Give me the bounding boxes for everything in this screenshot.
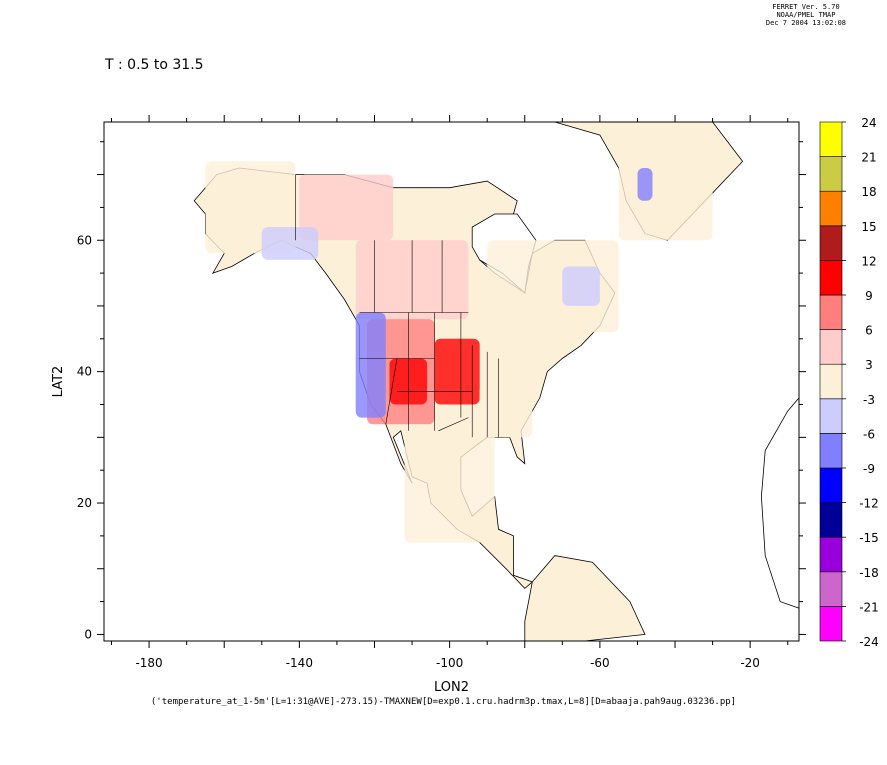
y-tick-label: 20 — [77, 496, 92, 510]
plot-title: T : 0.5 to 31.5 — [105, 57, 204, 73]
header-line-2: NOAA/PMEL TMAP — [776, 11, 836, 19]
x-tick-label: -100 — [436, 656, 463, 670]
x-axis-label: LON2 — [434, 680, 469, 695]
colorbar-label: 3 — [865, 358, 873, 372]
colorbar-swatch — [819, 363, 843, 400]
x-tick-label: -20 — [740, 656, 760, 670]
x-tick-label: -140 — [286, 656, 313, 670]
land-africa — [760, 397, 799, 609]
anomaly-region-eastern-canada — [487, 240, 619, 333]
x-tick-label: -180 — [135, 656, 162, 670]
y-tick-label: 0 — [84, 627, 92, 641]
colorbar-label: -21 — [859, 600, 879, 614]
map-layer — [193, 122, 799, 641]
x-tick-label: -60 — [590, 656, 610, 670]
colorbar-swatch — [819, 571, 843, 607]
colorbar-swatch — [819, 121, 843, 157]
colorbar-label: 12 — [861, 254, 876, 268]
colorbar-label: -24 — [859, 635, 879, 649]
colorbar-label: 24 — [861, 116, 876, 130]
colorbar-swatch — [819, 260, 843, 296]
anomaly-region-southeast-us — [479, 384, 533, 438]
colorbar-label: 21 — [861, 151, 876, 165]
colorbar-label: 18 — [861, 185, 876, 199]
colorbar-label: -15 — [859, 531, 879, 545]
anomaly-region-mexico — [404, 424, 495, 543]
colorbar-label: 9 — [865, 289, 873, 303]
colorbar-swatch — [819, 536, 843, 573]
colorbar-label: 6 — [865, 324, 873, 338]
colorbar-swatch — [819, 502, 843, 538]
colorbar-swatch — [819, 294, 843, 330]
colorbar-label: -18 — [859, 566, 879, 580]
colorbar-swatch — [819, 329, 843, 365]
colorbar-swatch — [819, 398, 843, 434]
colorbar-label: -6 — [863, 427, 875, 441]
colorbar-swatch — [819, 190, 843, 227]
colorbar-swatch — [819, 467, 843, 503]
anomaly-region-nw-america-coast — [261, 227, 319, 260]
y-tick-label: 60 — [77, 233, 92, 247]
colorbar-label: -12 — [859, 497, 879, 511]
anomaly-region-greenland — [618, 135, 713, 241]
y-tick-label: 40 — [77, 365, 92, 379]
anomaly-region-greenland-west — [637, 168, 653, 201]
colorbar-label: -9 — [863, 462, 875, 476]
plot-frame — [103, 121, 800, 642]
header-line-1: FERRET Ver. 5.70 — [772, 3, 840, 11]
colorbar-label: -3 — [863, 393, 875, 407]
boundary-line — [438, 417, 469, 432]
anomaly-region-labrador — [562, 266, 600, 306]
colorbar-swatch — [819, 156, 843, 192]
y-axis-label: LAT2 — [51, 366, 66, 398]
anomaly-region-nw-canada — [299, 174, 394, 241]
land-south-america — [524, 555, 646, 641]
anomaly-region-central-plains — [434, 338, 480, 405]
colorbar-swatch — [819, 606, 843, 642]
colorbar-label: 15 — [861, 220, 876, 234]
footer-expression: ('temperature_at_1-5m'[L=1:31@AVE]-273.1… — [150, 697, 737, 707]
header-line-3: Dec 7 2004 13:02:08 — [765, 19, 846, 27]
anomaly-region-pacific-coast — [355, 312, 386, 418]
colorbar-swatch — [819, 433, 843, 469]
header-credits: FERRET Ver. 5.70 NOAA/PMEL TMAP Dec 7 20… — [766, 3, 846, 27]
colorbar-swatch — [819, 225, 843, 261]
boundary-line — [385, 358, 398, 425]
